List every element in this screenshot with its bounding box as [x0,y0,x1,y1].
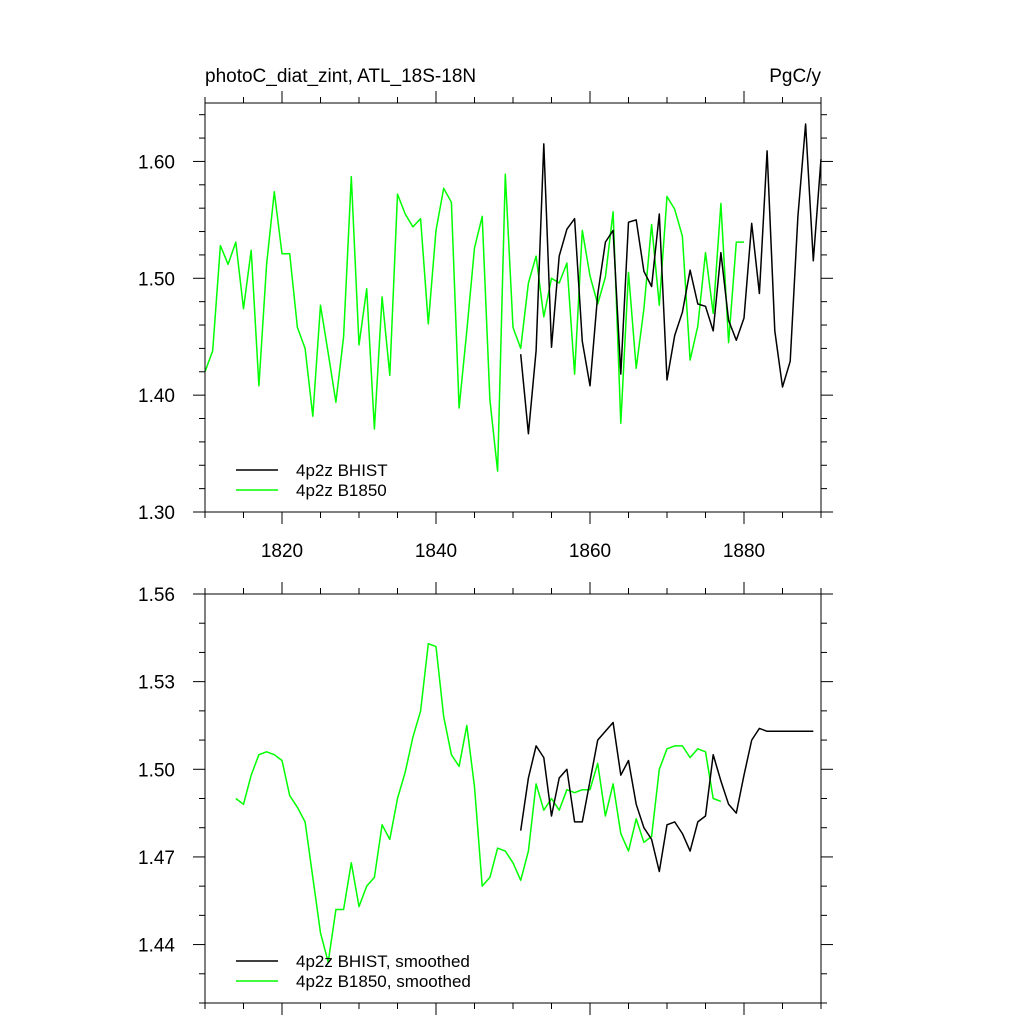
chart-units: PgC/y [769,66,821,87]
x-tick-label: 1840 [415,541,457,562]
chart-title: photoC_diat_zint, ATL_18S-18N [205,66,476,87]
legend-label-b1850: 4p2z B1850 [296,481,387,500]
top-legend: 4p2z BHIST 4p2z B1850 [236,461,388,500]
series-line-0 [519,721,814,873]
y-tick-label: 1.47 [138,848,175,869]
y-tick-label: 1.53 [138,673,175,694]
y-tick-label: 1.60 [138,152,175,173]
bottom-legend: 4p2z BHIST, smoothed 4p2z B1850, smoothe… [236,952,471,991]
legend-label-b1850-smoothed: 4p2z B1850, smoothed [296,972,471,991]
x-tick-label: 1820 [261,541,303,562]
top-axes: 1820 1840 1860 1880 1.30 1.40 1.50 1.60 [138,91,833,562]
legend-label-bhist-smoothed: 4p2z BHIST, smoothed [296,952,470,971]
top-panel: photoC_diat_zint, ATL_18S-18N PgC/y 1820… [138,66,833,562]
y-tick-label: 1.30 [138,503,175,524]
bottom-plot-area [235,642,814,963]
y-tick-label: 1.44 [138,936,175,957]
top-plot-area [204,123,822,472]
legend-label-bhist: 4p2z BHIST [296,461,388,480]
y-tick-label: 1.50 [138,269,175,290]
y-tick-label: 1.56 [138,585,175,606]
series-line-1 [235,642,722,963]
x-tick-label: 1880 [723,541,765,562]
series-line-0 [519,123,822,435]
y-tick-label: 1.40 [138,386,175,407]
y-tick-label: 1.50 [138,760,175,781]
bottom-axes: 1.44 1.47 1.50 1.53 1.56 [138,582,833,1015]
bottom-panel: 1.44 1.47 1.50 1.53 1.56 4p2z BHIST, smoothe… [138,582,833,1015]
x-tick-label: 1860 [569,541,611,562]
series-line-1 [204,173,744,472]
